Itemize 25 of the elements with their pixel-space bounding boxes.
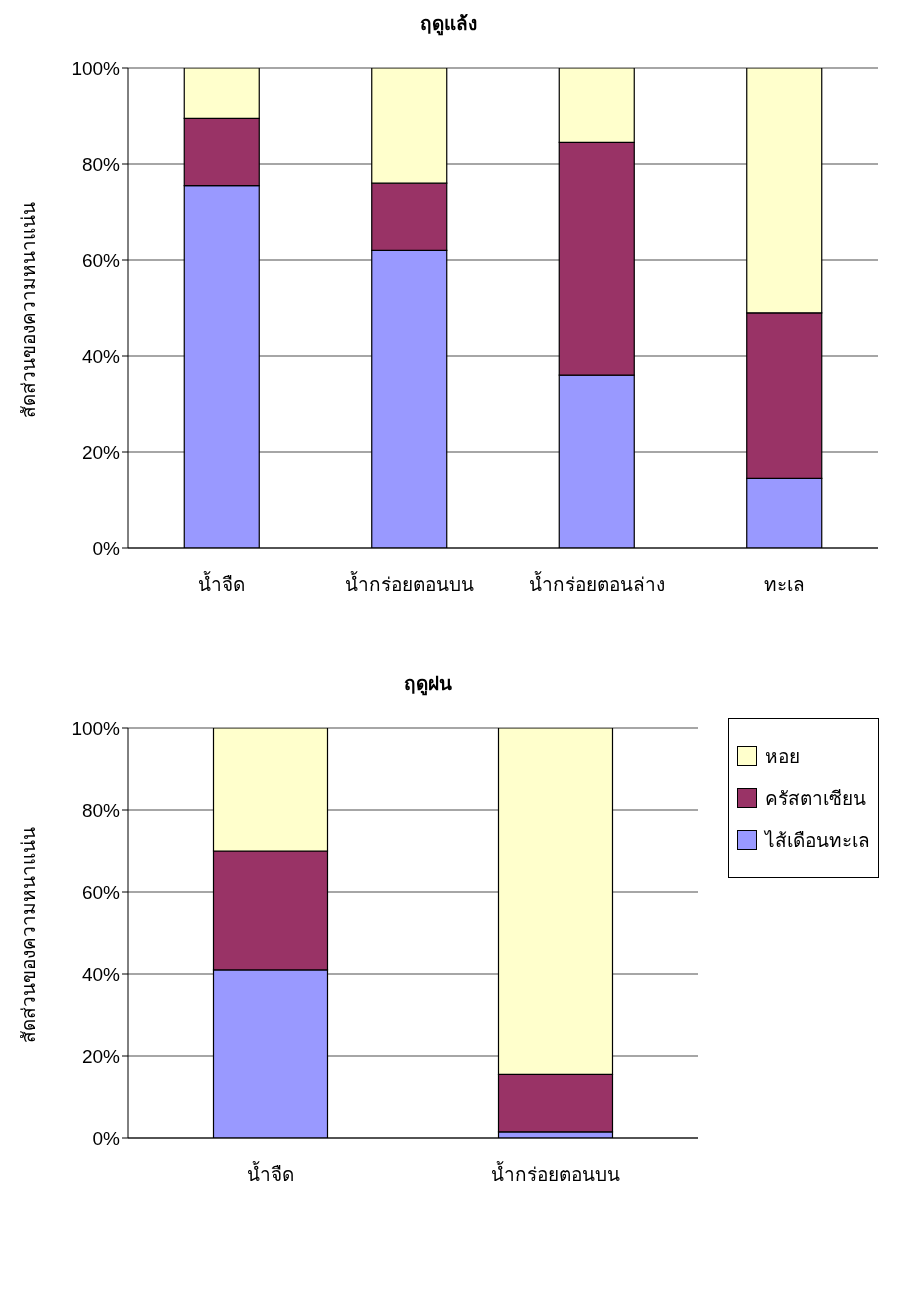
x-tick-label: ทะเล xyxy=(763,574,805,596)
y-tick-label: 20% xyxy=(81,1045,121,1067)
y-tick-label: 0% xyxy=(92,1127,121,1149)
x-tick-label: น้ำจืด xyxy=(198,571,246,596)
y-tick-label: 80% xyxy=(81,153,121,175)
y-tick-label: 20% xyxy=(81,441,121,463)
legend-label: ครัสตาเซียน xyxy=(765,787,866,811)
y-tick-label: 0% xyxy=(92,537,121,559)
x-tick-label: น้ำกร่อยตอนล่าง xyxy=(528,571,665,596)
y-tick-label: 80% xyxy=(81,799,121,821)
chart-title: ฤดูแล้ง xyxy=(418,12,478,38)
y-axis-title: สัดส่วนของความหนาแน่น xyxy=(17,827,39,1043)
y-axis-title: สัดส่วนของความหนาแน่น xyxy=(17,202,39,418)
legend-label: ไส้เดือนทะเล xyxy=(765,829,870,853)
y-tick-label: 40% xyxy=(81,345,121,367)
chart-title: ฤดูฝน xyxy=(403,672,453,698)
legend-label: หอย xyxy=(765,745,800,769)
y-tick-label: 60% xyxy=(81,249,121,271)
x-tick-label: น้ำจืด xyxy=(247,1161,294,1186)
y-tick-label: 100% xyxy=(71,57,121,79)
y-tick-label: 60% xyxy=(81,881,121,903)
y-tick-label: 100% xyxy=(71,717,121,739)
y-tick-label: 40% xyxy=(81,963,121,985)
x-tick-label: น้ำกร่อยตอนบน xyxy=(344,571,474,596)
x-tick-label: น้ำกร่อยตอนบน xyxy=(491,1161,620,1186)
